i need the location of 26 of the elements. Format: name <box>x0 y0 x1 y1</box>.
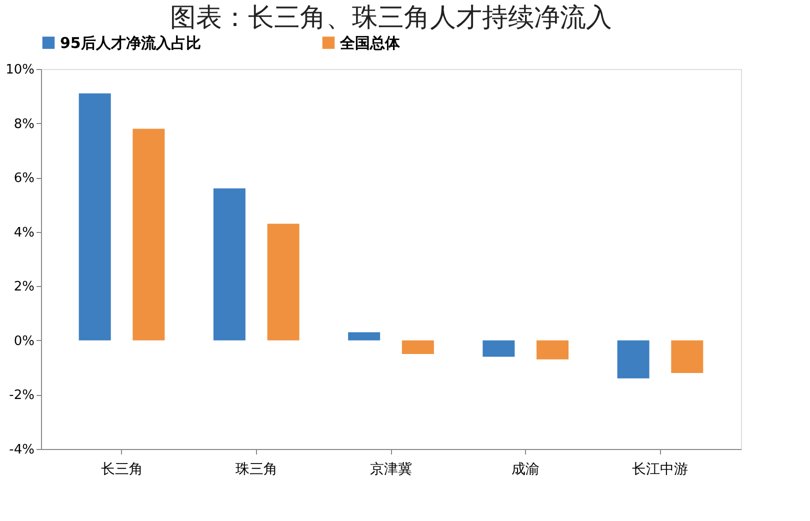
x-tick-label: 成渝 <box>512 462 540 478</box>
bar <box>671 340 704 373</box>
bar <box>402 340 434 354</box>
y-tick-label: 4% <box>14 225 34 240</box>
bar <box>536 340 569 360</box>
x-tick-label: 京津冀 <box>370 462 412 478</box>
y-tick-label: -2% <box>9 388 34 404</box>
legend-label: 全国总体 <box>339 34 401 52</box>
bar <box>267 224 300 340</box>
y-tick-label: 10% <box>6 62 34 78</box>
bar <box>482 340 515 357</box>
bar <box>617 340 650 378</box>
bar <box>348 332 380 340</box>
x-tick-label: 珠三角 <box>235 462 278 478</box>
legend-label: 95后人才净流入占比 <box>60 34 201 52</box>
y-tick-label: 2% <box>14 280 34 295</box>
y-tick-label: 0% <box>14 334 34 349</box>
y-tick-label: 8% <box>14 116 34 132</box>
y-tick-label: 6% <box>14 171 34 186</box>
bar <box>132 128 165 340</box>
x-tick-label: 长三角 <box>100 462 143 478</box>
y-tick-label: -4% <box>9 442 34 458</box>
chart-title: 图表：长三角、珠三角人才持续净流入 <box>170 3 612 33</box>
x-tick-label: 长江中游 <box>632 462 688 478</box>
bar <box>78 93 111 340</box>
bar <box>213 188 246 340</box>
